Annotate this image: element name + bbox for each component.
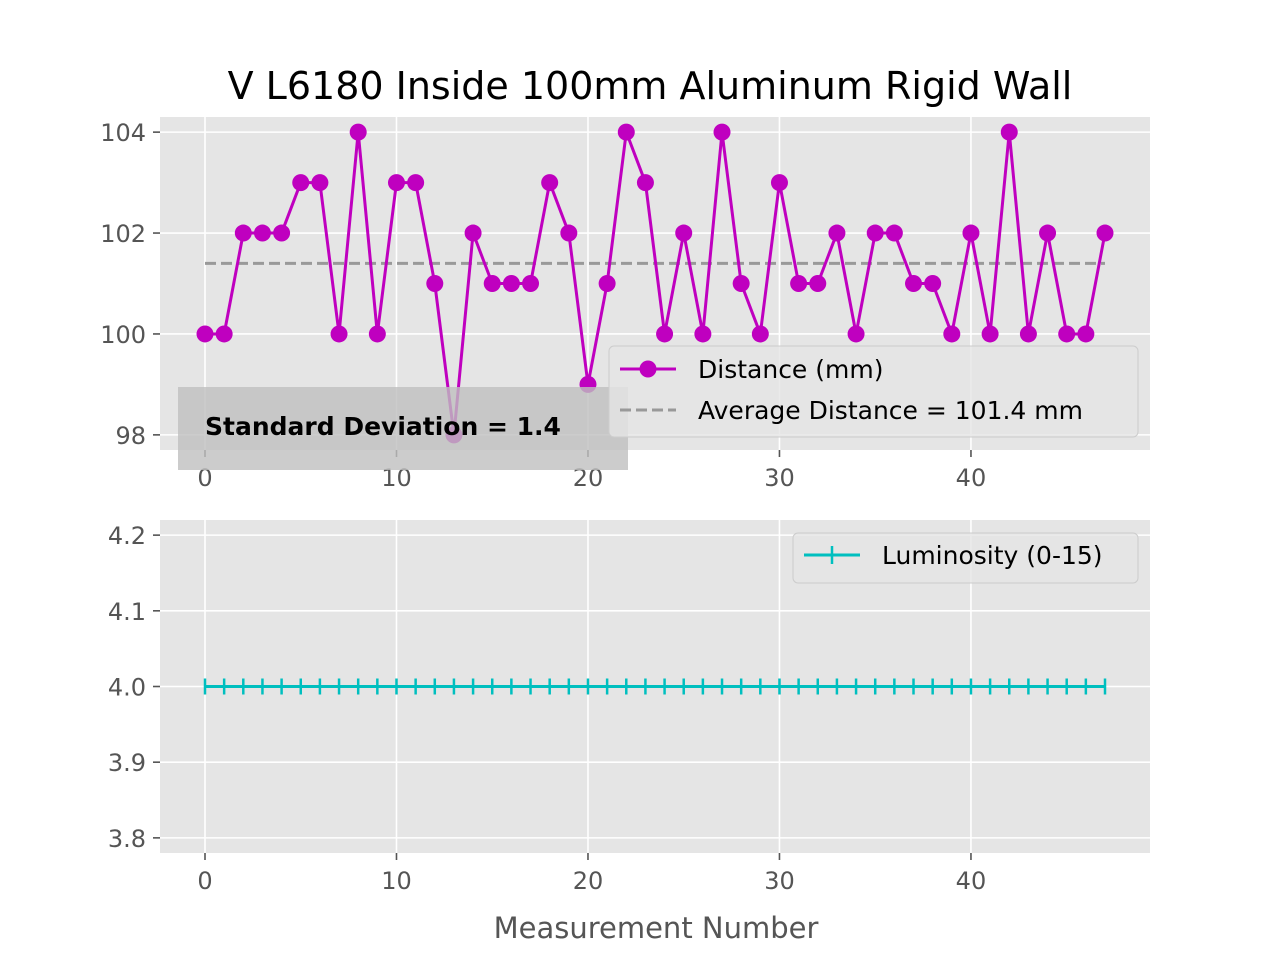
luminosity-y-tick-label: 4.1: [108, 598, 146, 626]
distance-point: [215, 325, 233, 343]
distance-legend-box: [608, 345, 1139, 438]
luminosity-y-tick-label: 3.8: [108, 825, 146, 853]
distance-point: [617, 123, 635, 141]
legend-distance-label: Distance (mm): [698, 355, 883, 384]
distance-point: [234, 224, 252, 242]
distance-point: [943, 325, 961, 343]
luminosity-legend: Luminosity (0-15): [792, 532, 1139, 584]
distance-series-line: [205, 130, 1107, 437]
distance-point: [962, 224, 980, 242]
distance-point: [751, 325, 769, 343]
luminosity-y-tick-label: 3.9: [108, 749, 146, 777]
luminosity-legend-box: [792, 532, 1139, 584]
distance-point: [866, 224, 884, 242]
distance-point: [349, 123, 367, 141]
distance-y-tick-label: 100: [100, 321, 146, 349]
std-annotation-text: Standard Deviation = 1.4: [205, 412, 561, 441]
legend-distance-swatch-marker: [639, 360, 657, 378]
distance-point: [598, 275, 616, 292]
distance-point: [885, 224, 903, 242]
distance-point: [464, 224, 482, 242]
distance-point: [694, 325, 712, 343]
distance-point: [560, 224, 578, 242]
distance-point: [502, 275, 520, 292]
distance-point: [636, 174, 654, 192]
distance-point: [541, 174, 559, 192]
luminosity-x-tick-label: 30: [764, 867, 795, 895]
chart-title: V L6180 Inside 100mm Aluminum Rigid Wall: [228, 64, 1073, 108]
distance-point: [483, 275, 501, 292]
luminosity-y-tick-label: 4.2: [108, 522, 146, 550]
luminosity-y-tick-label: 4.0: [108, 674, 146, 702]
distance-point: [790, 275, 808, 292]
distance-point: [311, 174, 329, 192]
distance-point: [426, 275, 444, 292]
distance-point: [330, 325, 348, 343]
distance-x-tick-label: 0: [197, 464, 212, 492]
distance-x-tick-label: 40: [956, 464, 987, 492]
distance-point: [847, 325, 865, 343]
distance-point: [253, 224, 271, 242]
distance-point: [1058, 325, 1076, 343]
distance-point: [1000, 123, 1018, 141]
distance-point: [1077, 325, 1095, 343]
luminosity-ticks: 0 10 20 30 40 3.8 3.9 4.0 4.1 4.2: [108, 522, 986, 895]
distance-point: [675, 224, 693, 242]
distance-y-tick-label: 102: [100, 220, 146, 248]
distance-y-tick-label: 98: [115, 422, 146, 450]
luminosity-x-tick-label: 40: [956, 867, 987, 895]
distance-x-tick-label: 30: [764, 464, 795, 492]
distance-point: [196, 325, 214, 343]
distance-legend: Distance (mm) Average Distance = 101.4 m…: [608, 345, 1139, 438]
distance-point: [1039, 224, 1057, 242]
distance-point: [770, 174, 788, 192]
distance-point: [732, 275, 750, 292]
luminosity-x-tick-label: 0: [197, 867, 212, 895]
distance-point: [809, 275, 827, 292]
luminosity-x-tick-label: 10: [381, 867, 412, 895]
distance-point: [1019, 325, 1037, 343]
distance-point: [407, 174, 425, 192]
distance-point: [273, 224, 291, 242]
distance-point: [828, 224, 846, 242]
distance-y-tick-label: 104: [100, 119, 146, 147]
distance-point: [656, 325, 674, 343]
distance-point: [387, 174, 405, 192]
distance-point: [713, 123, 731, 141]
std-annotation-box: [178, 387, 628, 470]
distance-point: [1096, 224, 1114, 242]
distance-point: [368, 325, 386, 343]
distance-point: [522, 275, 540, 292]
distance-point: [981, 325, 999, 343]
distance-point: [292, 174, 310, 192]
distance-point: [905, 275, 923, 292]
legend-average-label: Average Distance = 101.4 mm: [698, 396, 1083, 425]
luminosity-x-tick-label: 20: [573, 867, 604, 895]
legend-luminosity-label: Luminosity (0-15): [882, 541, 1103, 570]
std-annotation: Standard Deviation = 1.4: [178, 387, 628, 470]
luminosity-series: [203, 678, 1107, 695]
x-axis-label: Measurement Number: [494, 911, 819, 945]
distance-point: [924, 275, 942, 292]
